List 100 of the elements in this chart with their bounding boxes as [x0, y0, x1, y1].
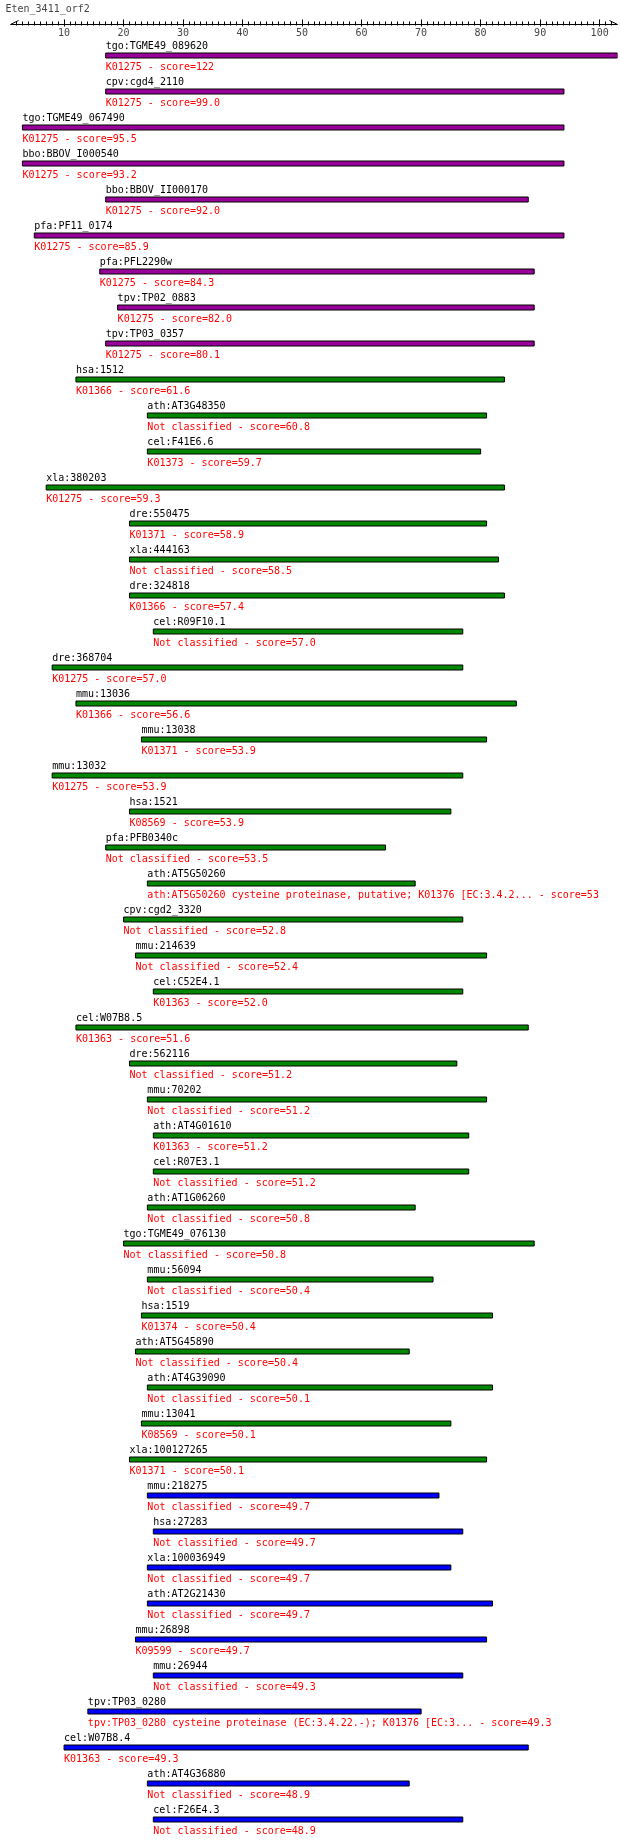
bar: [75, 1024, 529, 1031]
bar: [51, 664, 464, 671]
bar: [146, 412, 488, 419]
annotation: Not classified - score=49.7: [147, 1608, 310, 1620]
annotation: Not classified - score=48.9: [147, 1788, 310, 1800]
y-tick-label: hsa:1521: [129, 795, 178, 807]
annotation: Not classified - score=53.5: [105, 852, 269, 864]
y-tick-label: ath:AT3G48350: [147, 399, 226, 411]
bar: [75, 376, 505, 383]
annotation: K08569 - score=50.1: [141, 1428, 256, 1440]
annotation: K01275 - score=53.9: [52, 780, 167, 792]
y-tick-label: cel:C52E4.1: [153, 975, 220, 987]
y-tick-label: pfa:PF11_0174: [34, 219, 113, 232]
bar: [140, 1420, 452, 1427]
annotation: K01275 - score=80.1: [105, 348, 221, 360]
bar: [140, 736, 488, 743]
y-tick-label: cel:F41E6.6: [147, 435, 214, 447]
bar: [33, 232, 565, 239]
x-tick-label: 80: [474, 26, 487, 38]
y-tick-label: cel:W07B8.5: [75, 1011, 143, 1023]
annotation: Not classified - score=48.9: [153, 1824, 316, 1836]
y-tick-label: mmu:56094: [147, 1263, 202, 1275]
y-tick-label: cpv:cgd4_2110: [105, 75, 184, 88]
annotation: K01366 - score=57.4: [129, 600, 244, 612]
y-tick-label: cpv:cgd2_3320: [123, 903, 202, 916]
annotation: K01275 - score=99.0: [105, 96, 221, 108]
y-tick-label: xla:380203: [46, 471, 107, 483]
y-tick-label: mmu:13038: [141, 723, 196, 735]
bar: [105, 340, 535, 347]
y-tick-label: hsa:1519: [141, 1299, 190, 1311]
annotation: Not classified - score=60.8: [147, 420, 310, 432]
annotation: Not classified - score=51.2: [153, 1176, 316, 1188]
annotation: K01275 - score=93.2: [22, 168, 137, 180]
annotation: Not classified - score=49.7: [147, 1500, 310, 1512]
annotation: Not classified - score=52.8: [123, 924, 287, 936]
bar: [105, 88, 565, 95]
bar: [129, 592, 505, 599]
y-tick-label: tpv:TP03_0357: [105, 327, 184, 340]
bar: [75, 700, 517, 707]
annotation: Not classified - score=58.5: [129, 564, 293, 576]
bar: [152, 1168, 470, 1175]
y-tick-label: cel:R07E3.1: [153, 1155, 220, 1167]
chart-title: Eten_3411_orf2: [5, 2, 90, 15]
bar: [123, 1240, 535, 1247]
y-tick-label: cel:F26E4.3: [153, 1803, 220, 1815]
annotation: Not classified - score=50.8: [147, 1212, 310, 1224]
y-tick-label: ath:AT5G45890: [135, 1335, 214, 1347]
annotation: K01275 - score=122: [105, 60, 215, 72]
y-tick-label: mmu:13041: [141, 1407, 196, 1419]
annotation: K01275 - score=82.0: [117, 312, 233, 324]
bar: [134, 1636, 488, 1643]
y-tick-label: mmu:13036: [75, 687, 131, 699]
bar: [134, 952, 488, 959]
bar: [105, 196, 529, 203]
annotation: K01371 - score=58.9: [129, 528, 244, 540]
bar: [152, 1672, 464, 1679]
annotation: K01275 - score=84.3: [99, 276, 215, 288]
bar: [152, 1816, 464, 1823]
y-tick-label: hsa:1512: [75, 363, 125, 375]
bar: [105, 52, 618, 59]
y-tick-label: pfa:PFL2290w: [99, 255, 173, 267]
y-tick-label: tpv:TP02_0883: [117, 291, 196, 304]
y-tick-label: mmu:214639: [135, 939, 196, 951]
bar: [87, 1708, 422, 1715]
bar: [21, 124, 565, 131]
annotation: K01363 - score=51.6: [75, 1032, 191, 1044]
annotation: Not classified - score=51.2: [129, 1068, 293, 1080]
annotation: K01363 - score=51.2: [153, 1140, 268, 1152]
annotation: K01363 - score=52.0: [153, 996, 268, 1008]
y-tick-label: pfa:PFB0340c: [105, 831, 178, 843]
bar: [152, 1132, 470, 1139]
annotation: Not classified - score=50.4: [135, 1356, 299, 1368]
y-tick-label: tpv:TP03_0280: [87, 1695, 167, 1708]
bar: [45, 484, 505, 491]
bar: [146, 1492, 440, 1499]
annotation: K08569 - score=53.9: [129, 816, 244, 828]
x-tick-label: 10: [58, 26, 71, 38]
annotation: K01366 - score=61.6: [75, 384, 191, 396]
y-tick-label: dre:550475: [129, 507, 190, 519]
bar: [105, 844, 386, 851]
bar: [152, 1528, 464, 1535]
annotation: K01275 - score=57.0: [52, 672, 167, 684]
bar: [21, 160, 565, 167]
y-tick-label: mmu:218275: [147, 1479, 208, 1491]
annotation: K01275 - score=85.9: [34, 240, 149, 252]
y-tick-label: tgo:TGME49_076130: [123, 1227, 226, 1240]
annotation: Not classified - score=57.0: [153, 636, 316, 648]
x-tick-label: 90: [534, 26, 547, 38]
bar: [146, 1564, 452, 1571]
x-tick-label: 30: [177, 26, 190, 38]
annotation: K01373 - score=59.7: [147, 456, 262, 468]
bar: [51, 772, 464, 779]
bar: [146, 1600, 494, 1607]
bar: [146, 1204, 416, 1211]
bar: [129, 808, 452, 815]
y-tick-label: dre:324818: [129, 579, 190, 591]
y-tick-label: xla:100127265: [129, 1443, 208, 1455]
annotation: Not classified - score=49.7: [147, 1572, 310, 1584]
annotation: K01374 - score=50.4: [141, 1320, 256, 1332]
y-tick-label: ath:AT1G06260: [147, 1191, 226, 1203]
